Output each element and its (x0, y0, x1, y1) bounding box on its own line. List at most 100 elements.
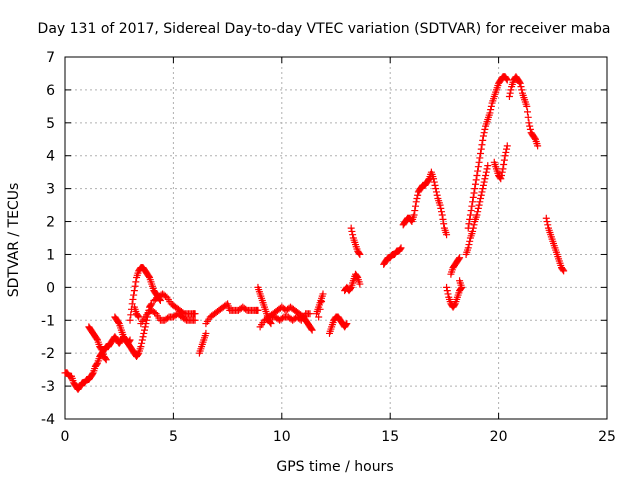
data-point (477, 145, 485, 153)
data-point (478, 141, 486, 149)
data-point (475, 201, 483, 209)
data-point (481, 175, 489, 183)
data-point (487, 102, 495, 110)
data-point (134, 350, 142, 358)
grid-lines (65, 57, 607, 419)
data-point (130, 287, 138, 295)
data-point (134, 312, 142, 320)
data-point (478, 188, 486, 196)
y-tick-label: 6 (46, 83, 55, 99)
data-point (480, 178, 488, 186)
data-point (502, 148, 510, 156)
data-point (517, 83, 525, 91)
chart-title: Day 131 of 2017, Sidereal Day-to-day VTE… (38, 21, 611, 37)
data-point (348, 227, 356, 235)
data-point (480, 129, 488, 137)
data-point (202, 329, 210, 337)
data-point (503, 75, 511, 83)
data-point (466, 211, 474, 219)
data-point (497, 171, 505, 179)
data-point (318, 298, 326, 306)
data-point (467, 207, 475, 215)
data-point (346, 284, 354, 292)
data-point (471, 185, 479, 193)
x-tick-label: 15 (381, 429, 399, 445)
data-point (524, 113, 532, 121)
data-point (443, 283, 451, 291)
y-tick-label: -2 (41, 346, 55, 362)
data-point (349, 231, 357, 239)
data-point (88, 370, 96, 378)
data-point (131, 282, 139, 290)
data-point (559, 266, 567, 274)
x-tick-label: 20 (490, 429, 508, 445)
data-point (481, 125, 489, 133)
data-point (93, 335, 101, 343)
data-point (411, 202, 419, 210)
data-point (437, 204, 445, 212)
data-point (413, 195, 421, 203)
data-point (139, 333, 147, 341)
data-point (137, 343, 145, 351)
data-point (433, 191, 441, 199)
data-point (456, 254, 464, 262)
data-point (479, 136, 487, 144)
data-series (61, 73, 568, 393)
data-point (466, 237, 474, 245)
data-point (544, 221, 552, 229)
data-point (526, 122, 534, 130)
data-point (125, 337, 133, 345)
y-tick-label: -1 (41, 313, 55, 329)
data-point (560, 267, 568, 275)
x-tick-label: 0 (61, 429, 70, 445)
data-point (347, 224, 355, 232)
data-point (342, 321, 350, 329)
data-point (316, 305, 324, 313)
data-point (470, 189, 478, 197)
y-tick-label: 2 (46, 215, 55, 231)
data-point (396, 245, 404, 253)
data-point (451, 301, 459, 309)
data-point (114, 318, 122, 326)
data-point (132, 278, 140, 286)
data-point (506, 89, 514, 97)
data-point (482, 171, 490, 179)
plot-frame (64, 56, 608, 420)
data-point (138, 339, 146, 347)
data-point (476, 154, 484, 162)
data-point (471, 180, 479, 188)
y-tick-label: 5 (46, 116, 55, 132)
data-point (127, 311, 135, 319)
data-point (145, 272, 153, 280)
data-point (319, 290, 327, 298)
x-tick-label: 10 (273, 429, 291, 445)
data-point (473, 211, 481, 219)
data-point (484, 162, 492, 170)
data-point (138, 336, 146, 344)
data-point (307, 325, 315, 333)
data-point (534, 142, 542, 150)
data-point (456, 277, 464, 285)
axis-ticks: 0 5 10 15 20 25 -4 -3 -2 -1 0 1 2 3 4 5 6 7 (41, 50, 616, 445)
y-tick-label: -4 (41, 412, 55, 428)
y-tick-label: 0 (46, 280, 55, 296)
data-point (479, 185, 487, 193)
data-point (141, 323, 149, 331)
data-point (482, 168, 490, 176)
data-point (129, 295, 137, 303)
data-point (501, 152, 509, 160)
data-point (308, 326, 316, 334)
data-point (425, 176, 433, 184)
x-tick-label: 5 (169, 429, 178, 445)
data-point (542, 214, 550, 222)
data-point (431, 181, 439, 189)
data-point (397, 244, 405, 252)
y-tick-label: 4 (46, 149, 55, 165)
data-point (356, 280, 364, 288)
data-point (469, 198, 477, 206)
data-point (343, 320, 351, 328)
y-tick-label: 3 (46, 182, 55, 198)
data-point (440, 220, 448, 228)
data-point (473, 171, 481, 179)
